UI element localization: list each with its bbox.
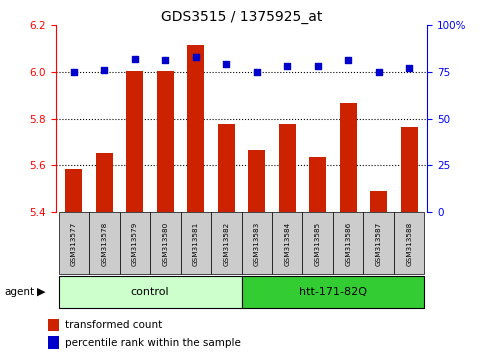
Bar bbox=[96, 153, 113, 212]
Point bbox=[405, 65, 413, 71]
Bar bbox=[48, 336, 58, 349]
Text: htt-171-82Q: htt-171-82Q bbox=[299, 287, 367, 297]
FancyBboxPatch shape bbox=[394, 212, 425, 274]
Bar bbox=[187, 45, 204, 212]
Text: GSM313579: GSM313579 bbox=[132, 221, 138, 266]
Text: percentile rank within the sample: percentile rank within the sample bbox=[65, 338, 241, 348]
FancyBboxPatch shape bbox=[272, 212, 302, 274]
Point bbox=[100, 67, 108, 73]
Point bbox=[375, 69, 383, 74]
Text: GSM313588: GSM313588 bbox=[406, 221, 412, 266]
Bar bbox=[48, 319, 58, 331]
Bar bbox=[127, 70, 143, 212]
Bar bbox=[66, 169, 82, 212]
Text: control: control bbox=[131, 287, 170, 297]
Text: GSM313578: GSM313578 bbox=[101, 221, 107, 266]
FancyBboxPatch shape bbox=[58, 212, 89, 274]
FancyBboxPatch shape bbox=[242, 276, 425, 308]
Bar bbox=[340, 103, 356, 212]
Text: GSM313577: GSM313577 bbox=[71, 221, 77, 266]
Point bbox=[284, 63, 291, 69]
Point bbox=[161, 58, 169, 63]
Title: GDS3515 / 1375925_at: GDS3515 / 1375925_at bbox=[161, 10, 322, 24]
FancyBboxPatch shape bbox=[302, 212, 333, 274]
Point bbox=[192, 54, 199, 59]
Bar bbox=[279, 125, 296, 212]
Text: ▶: ▶ bbox=[37, 287, 45, 297]
Bar bbox=[309, 156, 326, 212]
Bar bbox=[370, 191, 387, 212]
Bar bbox=[218, 125, 235, 212]
Text: agent: agent bbox=[5, 287, 35, 297]
Point bbox=[70, 69, 78, 74]
Text: GSM313582: GSM313582 bbox=[223, 221, 229, 266]
Bar bbox=[401, 127, 417, 212]
Point bbox=[253, 69, 261, 74]
FancyBboxPatch shape bbox=[211, 212, 242, 274]
Point bbox=[131, 56, 139, 61]
Text: transformed count: transformed count bbox=[65, 320, 162, 330]
FancyBboxPatch shape bbox=[363, 212, 394, 274]
FancyBboxPatch shape bbox=[120, 212, 150, 274]
Bar bbox=[248, 150, 265, 212]
Text: GSM313584: GSM313584 bbox=[284, 221, 290, 266]
FancyBboxPatch shape bbox=[242, 212, 272, 274]
Text: GSM313586: GSM313586 bbox=[345, 221, 351, 266]
FancyBboxPatch shape bbox=[333, 212, 363, 274]
Text: GSM313587: GSM313587 bbox=[376, 221, 382, 266]
Text: GSM313585: GSM313585 bbox=[315, 221, 321, 266]
FancyBboxPatch shape bbox=[150, 212, 181, 274]
FancyBboxPatch shape bbox=[58, 276, 242, 308]
FancyBboxPatch shape bbox=[181, 212, 211, 274]
Text: GSM313581: GSM313581 bbox=[193, 221, 199, 266]
Text: GSM313583: GSM313583 bbox=[254, 221, 260, 266]
Text: GSM313580: GSM313580 bbox=[162, 221, 168, 266]
Bar bbox=[157, 70, 174, 212]
FancyBboxPatch shape bbox=[89, 212, 120, 274]
Point bbox=[222, 61, 230, 67]
Point bbox=[344, 58, 352, 63]
Point bbox=[314, 63, 322, 69]
